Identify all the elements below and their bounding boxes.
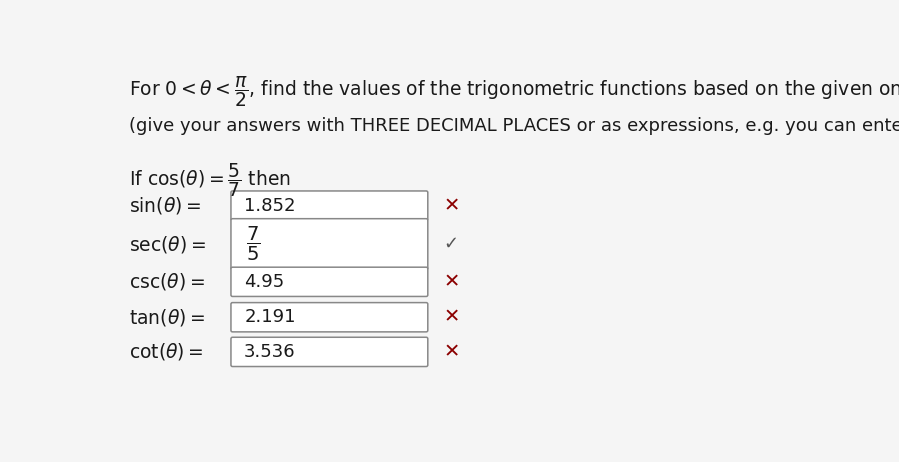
- Text: 2.191: 2.191: [245, 308, 296, 326]
- FancyBboxPatch shape: [231, 219, 428, 269]
- FancyBboxPatch shape: [231, 267, 428, 297]
- Text: ✕: ✕: [443, 196, 459, 215]
- Text: $\dfrac{7}{5}$: $\dfrac{7}{5}$: [246, 225, 261, 263]
- FancyBboxPatch shape: [231, 337, 428, 366]
- FancyBboxPatch shape: [231, 303, 428, 332]
- Text: ✕: ✕: [443, 342, 459, 361]
- Text: $\sec(\theta) =$: $\sec(\theta) =$: [129, 234, 207, 255]
- Text: 3.536: 3.536: [245, 343, 296, 361]
- Text: (give your answers with THREE DECIMAL PLACES or as expressions, e.g. you can ent: (give your answers with THREE DECIMAL PL…: [129, 117, 899, 135]
- Text: $\cot(\theta) =$: $\cot(\theta) =$: [129, 341, 204, 362]
- Text: 4.95: 4.95: [245, 273, 284, 291]
- Text: $\sin(\theta)=$: $\sin(\theta)=$: [129, 195, 201, 216]
- Text: ✓: ✓: [443, 235, 458, 253]
- Text: For $0 < \theta < \dfrac{\pi}{2}$, find the values of the trigonometric function: For $0 < \theta < \dfrac{\pi}{2}$, find …: [129, 74, 899, 109]
- Text: 1.852: 1.852: [245, 197, 296, 214]
- Text: $\tan(\theta) =$: $\tan(\theta) =$: [129, 307, 206, 328]
- Text: If $\cos(\theta) = \dfrac{5}{7}$ then: If $\cos(\theta) = \dfrac{5}{7}$ then: [129, 161, 291, 199]
- Text: ✕: ✕: [443, 272, 459, 292]
- Text: ✕: ✕: [443, 308, 459, 327]
- FancyBboxPatch shape: [231, 191, 428, 220]
- Text: $\csc(\theta) =$: $\csc(\theta) =$: [129, 271, 205, 292]
